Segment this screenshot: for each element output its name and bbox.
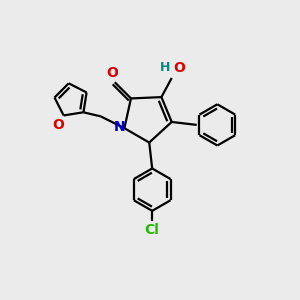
Text: O: O	[52, 118, 64, 132]
Text: H: H	[160, 61, 170, 74]
Text: Cl: Cl	[145, 223, 160, 237]
Text: O: O	[106, 66, 119, 80]
Text: N: N	[113, 120, 125, 134]
Text: O: O	[173, 61, 185, 75]
